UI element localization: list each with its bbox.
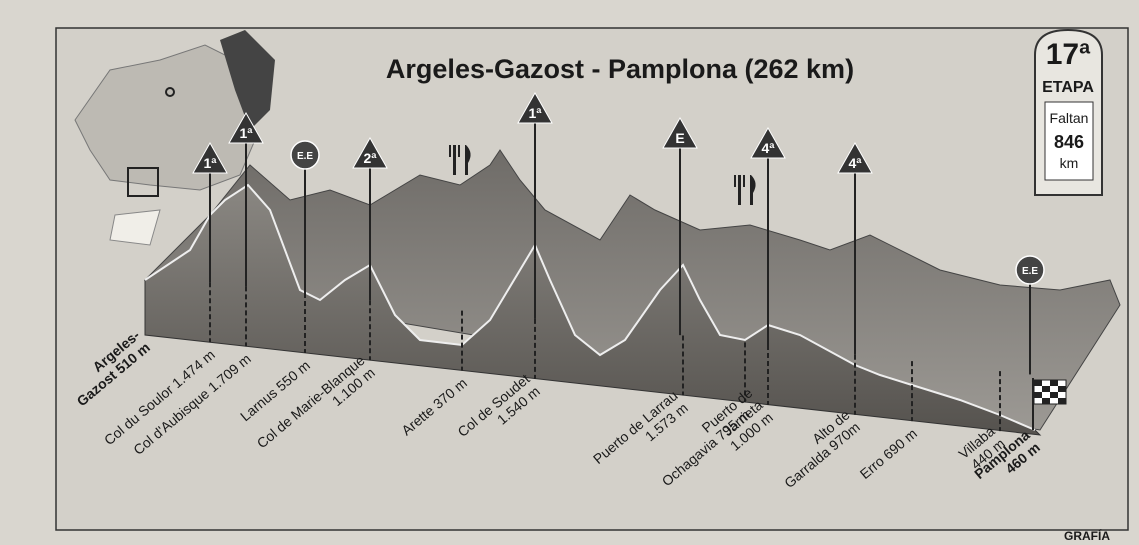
remaining-value: 846 [1054,132,1084,152]
marker-label: E [675,130,684,146]
stage-profile: Argeles-Gazost - Pamplona (262 km) 17ª E… [0,0,1139,545]
marker-label: 4ª [849,155,863,171]
marker-label: E.E [1022,266,1038,277]
stage-number: 17ª [1046,38,1091,71]
marker-label: 1ª [240,125,254,141]
remaining-unit: km [1060,155,1079,171]
marker-label: 2ª [364,150,378,166]
stage-label: ETAPA [1042,79,1094,96]
stage-badge: 17ª ETAPA Faltan 846 km [1035,30,1102,195]
page: Argeles-Gazost - Pamplona (262 km) 17ª E… [0,0,1139,545]
title: Argeles-Gazost - Pamplona (262 km) [386,54,854,84]
marker-label: 1ª [204,155,218,171]
marker-label: E.E [297,151,313,162]
remaining-label: Faltan [1050,110,1089,126]
marker-label: 1ª [529,105,543,121]
credit: GRAFÍA [1064,528,1110,543]
marker-label: 4ª [762,140,776,156]
